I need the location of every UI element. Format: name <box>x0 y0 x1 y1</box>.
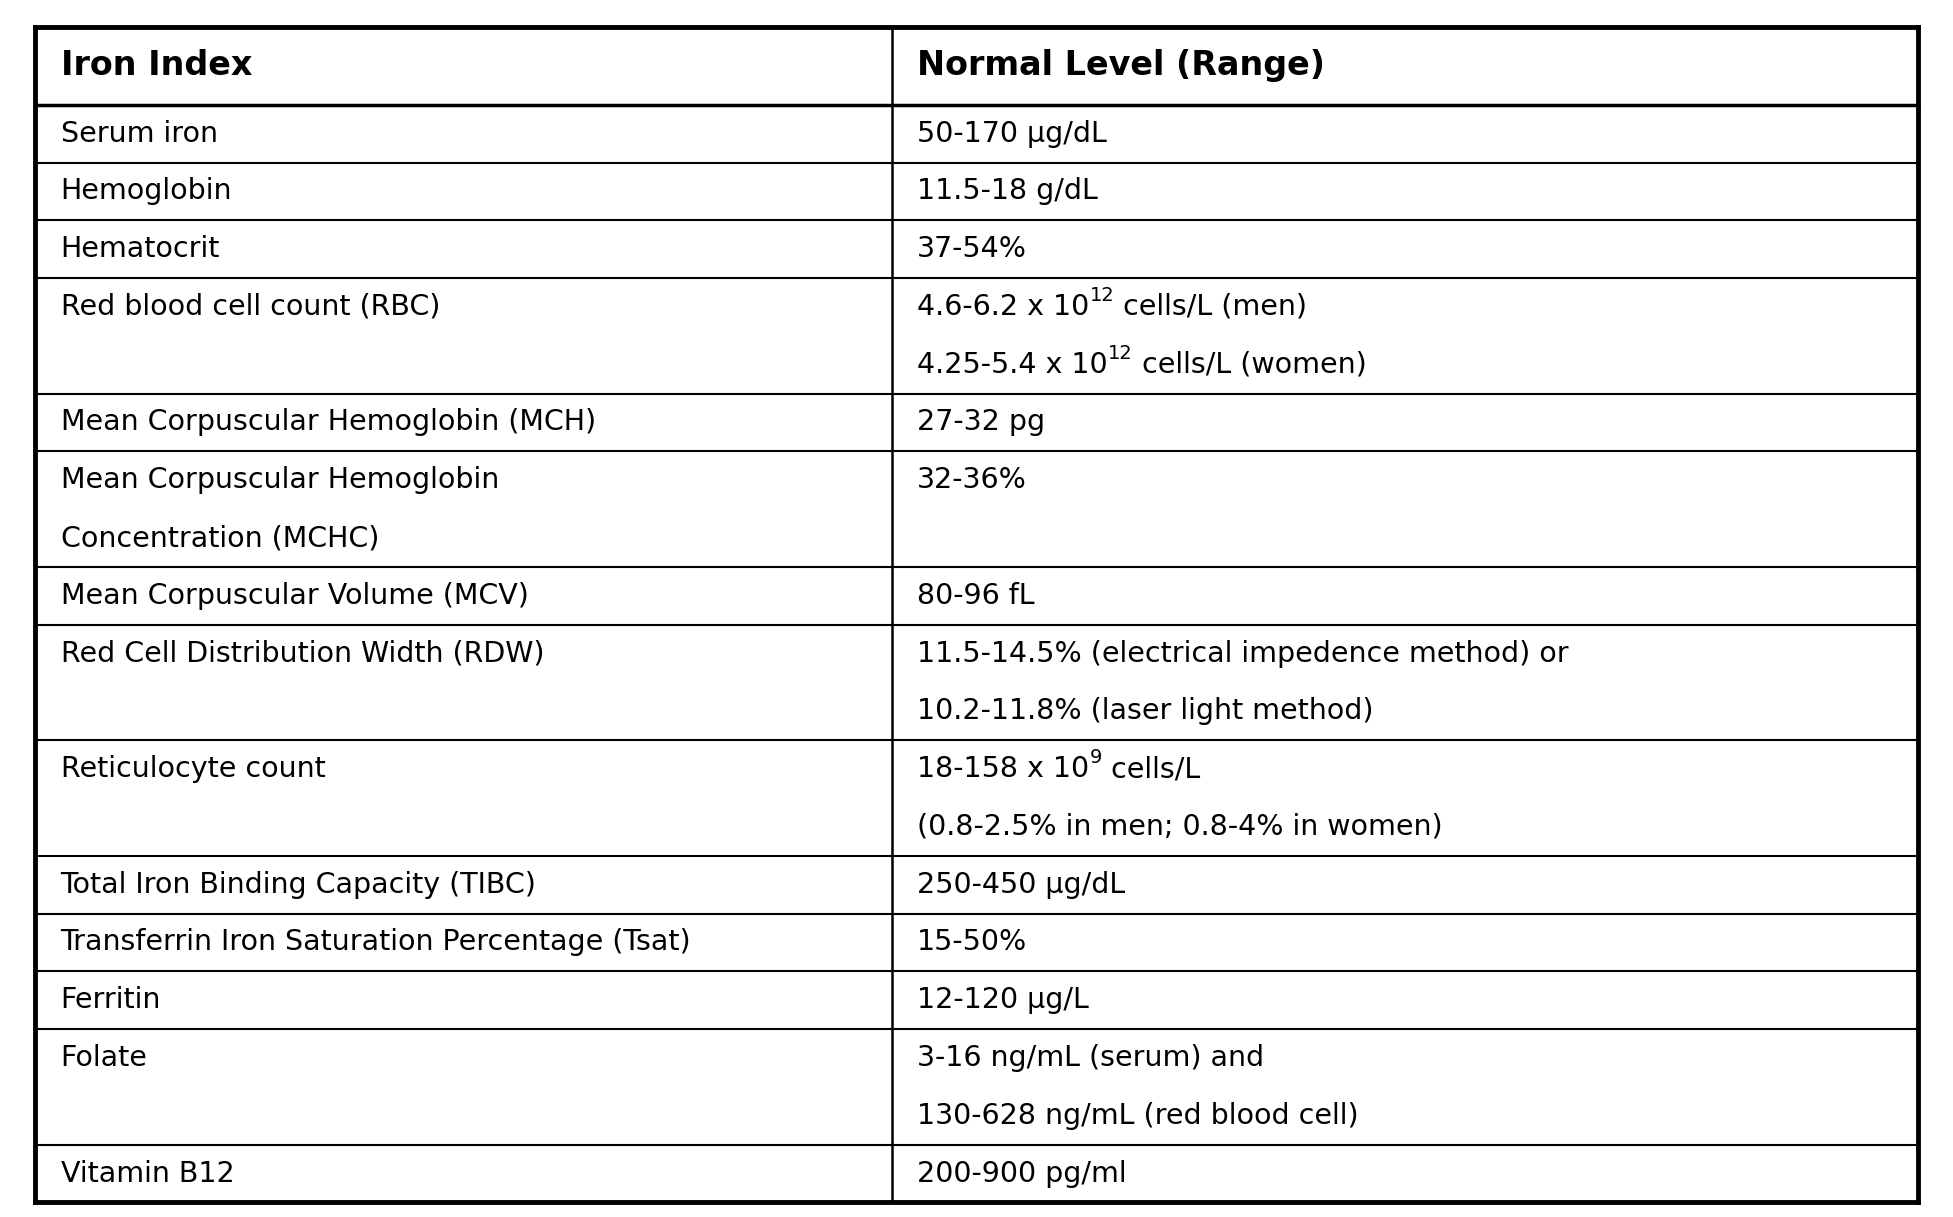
Text: Red blood cell count (RBC): Red blood cell count (RBC) <box>61 293 439 321</box>
Text: 12: 12 <box>1107 344 1133 363</box>
Text: cells/L (women): cells/L (women) <box>1133 350 1367 378</box>
Text: 11.5-18 g/dL: 11.5-18 g/dL <box>918 178 1098 206</box>
Text: 4.25-5.4 x 10: 4.25-5.4 x 10 <box>918 350 1107 378</box>
Text: Folate: Folate <box>61 1044 146 1072</box>
Text: Iron Index: Iron Index <box>61 49 252 83</box>
Text: 12-120 μg/L: 12-120 μg/L <box>918 986 1090 1014</box>
Text: Hematocrit: Hematocrit <box>61 235 221 263</box>
Text: 32-36%: 32-36% <box>918 466 1027 494</box>
Text: 200-900 pg/ml: 200-900 pg/ml <box>918 1160 1127 1188</box>
Text: Total Iron Binding Capacity (TIBC): Total Iron Binding Capacity (TIBC) <box>61 870 537 898</box>
Text: Ferritin: Ferritin <box>61 986 160 1014</box>
Text: Vitamin B12: Vitamin B12 <box>61 1160 234 1188</box>
Text: cells/L: cells/L <box>1101 755 1199 783</box>
Text: Mean Corpuscular Hemoglobin: Mean Corpuscular Hemoglobin <box>61 466 498 494</box>
Text: Red Cell Distribution Width (RDW): Red Cell Distribution Width (RDW) <box>61 640 545 668</box>
Text: 15-50%: 15-50% <box>918 929 1027 957</box>
Text: 10.2-11.8% (laser light method): 10.2-11.8% (laser light method) <box>918 697 1373 725</box>
Text: Mean Corpuscular Hemoglobin (MCH): Mean Corpuscular Hemoglobin (MCH) <box>61 409 596 437</box>
Text: 3-16 ng/mL (serum) and: 3-16 ng/mL (serum) and <box>918 1044 1264 1072</box>
Text: 11.5-14.5% (electrical impedence method) or: 11.5-14.5% (electrical impedence method)… <box>918 640 1568 668</box>
Text: (0.8-2.5% in men; 0.8-4% in women): (0.8-2.5% in men; 0.8-4% in women) <box>918 813 1443 841</box>
Text: Hemoglobin: Hemoglobin <box>61 178 232 206</box>
Text: Normal Level (Range): Normal Level (Range) <box>918 49 1326 83</box>
Text: 37-54%: 37-54% <box>918 235 1027 263</box>
Text: 130-628 ng/mL (red blood cell): 130-628 ng/mL (red blood cell) <box>918 1101 1359 1129</box>
Text: Reticulocyte count: Reticulocyte count <box>61 755 326 783</box>
Text: Serum iron: Serum iron <box>61 119 217 147</box>
Text: 80-96 fL: 80-96 fL <box>918 582 1035 610</box>
Text: 50-170 μg/dL: 50-170 μg/dL <box>918 119 1107 147</box>
Text: Transferrin Iron Saturation Percentage (Tsat): Transferrin Iron Saturation Percentage (… <box>61 929 691 957</box>
Text: Mean Corpuscular Volume (MCV): Mean Corpuscular Volume (MCV) <box>61 582 529 610</box>
Text: 250-450 μg/dL: 250-450 μg/dL <box>918 870 1125 898</box>
Text: cells/L (men): cells/L (men) <box>1113 293 1307 321</box>
Text: 9: 9 <box>1090 748 1101 768</box>
Text: 18-158 x 10: 18-158 x 10 <box>918 755 1090 783</box>
Text: 12: 12 <box>1090 286 1113 305</box>
Text: Concentration (MCHC): Concentration (MCHC) <box>61 525 379 553</box>
Text: 27-32 pg: 27-32 pg <box>918 409 1045 437</box>
Text: 4.6-6.2 x 10: 4.6-6.2 x 10 <box>918 293 1090 321</box>
